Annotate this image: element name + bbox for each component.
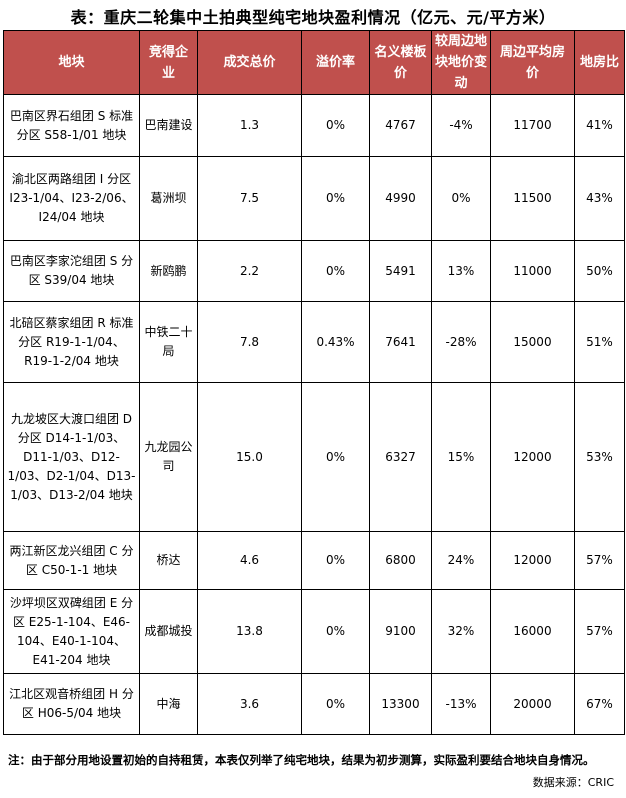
cell-winner: 葛洲坝 [139, 156, 198, 241]
cell-premium-rate: 0% [301, 156, 370, 241]
cell-floor-price: 7641 [369, 301, 432, 383]
cell-total-price: 3.6 [197, 673, 302, 735]
cell-winner: 新鸥鹏 [139, 240, 198, 302]
table-row: 渝北区两路组团 I 分区 I23-1/04、I23-2/06、I24/04 地块… [3, 156, 625, 241]
cell-premium-rate: 0% [301, 240, 370, 302]
table-row: 两江新区龙兴组团 C 分区 C50-1-1 地块 桥达 4.6 0% 6800 24% 12… [3, 531, 625, 590]
cell-land-house-ratio: 51% [574, 301, 625, 383]
table-title: 表：重庆二轮集中土拍典型纯宅地块盈利情况（亿元、元/平方米） [70, 8, 556, 27]
cell-winner: 成都城投 [139, 589, 198, 674]
cell-total-price: 4.6 [197, 531, 302, 590]
cell-land-house-ratio: 41% [574, 94, 625, 157]
table-row: 九龙坡区大渡口组团 D 分区 D14-1-1/03、D11-1/03、D12-1… [3, 382, 625, 532]
cell-plot: 巴南区李家沱组团 S 分区 S39/04 地块 [3, 240, 140, 302]
cell-plot: 九龙坡区大渡口组团 D 分区 D14-1-1/03、D11-1/03、D12-1… [3, 382, 140, 532]
cell-plot: 两江新区龙兴组团 C 分区 C50-1-1 地块 [3, 531, 140, 590]
table-row: 江北区观音桥组团 H 分区 H06-5/04 地块 中海 3.6 0% 13300 -13… [3, 673, 625, 735]
cell-avg-house-price: 11500 [490, 156, 575, 241]
cell-winner: 中海 [139, 673, 198, 735]
cell-price-change: 13% [431, 240, 491, 302]
cell-land-house-ratio: 50% [574, 240, 625, 302]
cell-plot: 渝北区两路组团 I 分区 I23-1/04、I23-2/06、I24/04 地块 [3, 156, 140, 241]
table-row: 巴南区李家沱组团 S 分区 S39/04 地块 新鸥鹏 2.2 0% 5491 13% 11… [3, 240, 625, 302]
cell-land-house-ratio: 57% [574, 531, 625, 590]
cell-price-change: 24% [431, 531, 491, 590]
header-premium-rate: 溢价率 [301, 30, 370, 95]
table-row: 巴南区界石组团 S 标准分区 S58-1/01 地块 巴南建设 1.3 0% 4767-… [3, 94, 625, 157]
cell-premium-rate: 0% [301, 382, 370, 532]
cell-land-house-ratio: 57% [574, 589, 625, 674]
footnote: 注：由于部分用地设置初始的自持租赁，本表仅列举了纯宅地块，结果为初步测算，实际盈… [8, 753, 595, 767]
cell-floor-price: 13300 [369, 673, 432, 735]
cell-premium-rate: 0% [301, 94, 370, 157]
cell-floor-price: 6800 [369, 531, 432, 590]
header-price-change: 较周边地块地价变动 [431, 30, 491, 95]
cell-plot: 江北区观音桥组团 H 分区 H06-5/04 地块 [3, 673, 140, 735]
header-total-price: 成交总价 [197, 30, 302, 95]
data-source: 数据来源：CRIC [532, 776, 614, 789]
table-row: 北碚区蔡家组团 R 标准分区 R19-1-1/04、R19-1-2/04 地块中… [3, 301, 625, 383]
cell-winner: 桥达 [139, 531, 198, 590]
cell-avg-house-price: 16000 [490, 589, 575, 674]
cell-plot: 巴南区界石组团 S 标准分区 S58-1/01 地块 [3, 94, 140, 157]
cell-avg-house-price: 11700 [490, 94, 575, 157]
header-avg-house-price: 周边平均房价 [490, 30, 575, 95]
cell-price-change: -13% [431, 673, 491, 735]
table-header-row: 地块 竞得企业 成交总价 溢价率 名义楼板价 较周边地块地价变动 周边平均房价 地房比 [3, 30, 625, 95]
cell-plot: 沙坪坝区双碑组团 E 分区 E25-1-104、E46-104、E40-1-10… [3, 589, 140, 674]
table-row: 沙坪坝区双碑组团 E 分区 E25-1-104、E46-104、E40-1-10… [3, 589, 625, 674]
cell-price-change: 15% [431, 382, 491, 532]
cell-avg-house-price: 12000 [490, 382, 575, 532]
cell-avg-house-price: 11000 [490, 240, 575, 302]
cell-avg-house-price: 12000 [490, 531, 575, 590]
cell-land-house-ratio: 43% [574, 156, 625, 241]
cell-price-change: -28% [431, 301, 491, 383]
land-profit-table: 地块 竞得企业 成交总价 溢价率 名义楼板价 较周边地块地价变动 周边平均房价 地房比 巴南区… [3, 30, 625, 735]
cell-price-change: -4% [431, 94, 491, 157]
cell-premium-rate: 0.43% [301, 301, 370, 383]
cell-total-price: 7.8 [197, 301, 302, 383]
cell-land-house-ratio: 67% [574, 673, 625, 735]
header-floor-price: 名义楼板价 [369, 30, 432, 95]
cell-avg-house-price: 20000 [490, 673, 575, 735]
cell-floor-price: 9100 [369, 589, 432, 674]
header-winner: 竞得企业 [139, 30, 198, 95]
header-plot: 地块 [3, 30, 140, 95]
cell-floor-price: 4990 [369, 156, 432, 241]
cell-floor-price: 6327 [369, 382, 432, 532]
cell-land-house-ratio: 53% [574, 382, 625, 532]
cell-winner: 中铁二十局 [139, 301, 198, 383]
cell-winner: 九龙园公司 [139, 382, 198, 532]
cell-total-price: 1.3 [197, 94, 302, 157]
cell-premium-rate: 0% [301, 531, 370, 590]
cell-premium-rate: 0% [301, 673, 370, 735]
cell-total-price: 7.5 [197, 156, 302, 241]
cell-winner: 巴南建设 [139, 94, 198, 157]
cell-price-change: 32% [431, 589, 491, 674]
cell-total-price: 2.2 [197, 240, 302, 302]
cell-total-price: 15.0 [197, 382, 302, 532]
cell-plot: 北碚区蔡家组团 R 标准分区 R19-1-1/04、R19-1-2/04 地块 [3, 301, 140, 383]
cell-floor-price: 5491 [369, 240, 432, 302]
header-land-house-ratio: 地房比 [574, 30, 625, 95]
cell-total-price: 13.8 [197, 589, 302, 674]
cell-avg-house-price: 15000 [490, 301, 575, 383]
cell-floor-price: 4767 [369, 94, 432, 157]
cell-price-change: 0% [431, 156, 491, 241]
cell-premium-rate: 0% [301, 589, 370, 674]
